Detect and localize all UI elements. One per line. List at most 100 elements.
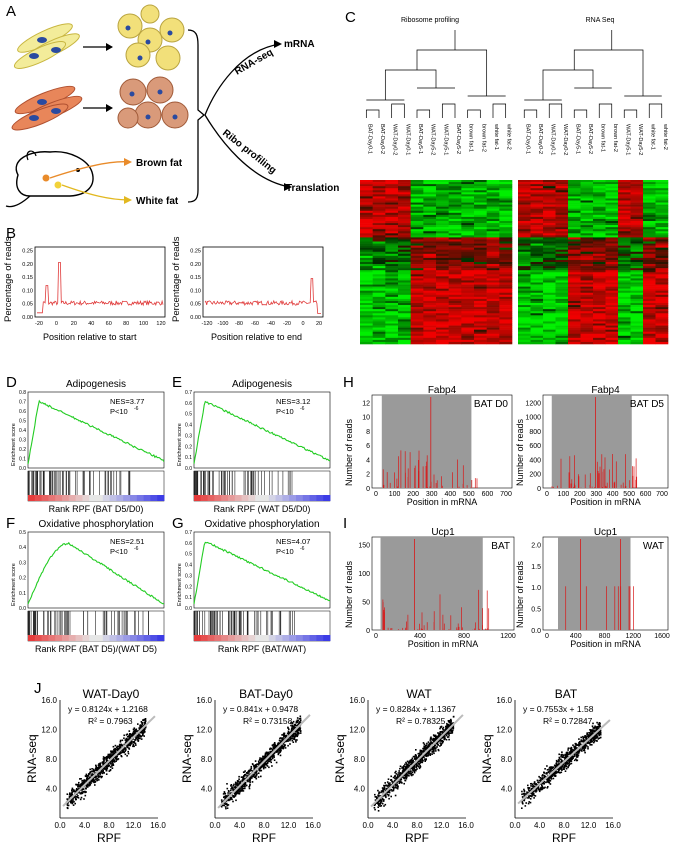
heatmap-cell [360,278,373,280]
heatmap-cell [618,283,631,285]
heatmap-cell [461,268,474,270]
heatmap-sample-label: BAT-Day0-1 [366,124,372,154]
heatmap-cell [499,326,512,328]
scatter-point [431,753,433,755]
scatter-xtick: 12.0 [281,821,297,830]
scatter-point [243,790,245,792]
heatmap-cell [360,280,373,282]
heatmap-cell [499,317,512,319]
heatmap-cell [499,213,512,215]
heatmap-cell [360,192,373,194]
scatter-point [144,722,146,724]
heatmap-cell [411,256,424,258]
heatmap-cell [606,342,619,344]
heatmap-cell [461,326,474,328]
heatmap-cell [656,235,669,237]
heatmap-cell [461,297,474,299]
heatmap-cell [436,250,449,252]
heatmap-cell [543,297,556,299]
heatmap-cell [360,250,373,252]
heatmap-cell [656,237,669,239]
heatmap-cell [487,250,500,252]
heatmap-cell [385,276,398,278]
heatmap-cell [556,289,569,291]
heatmap-cell [411,215,424,217]
heatmap-cell [531,289,544,291]
heatmap-cell [449,321,462,323]
heatmap-cell [461,188,474,190]
heatmap-cell [398,207,411,209]
heatmap-cell [411,328,424,330]
scatter-point [113,746,115,748]
heatmap-cell [449,250,462,252]
heatmap-cell [581,324,594,326]
scatter-point [294,738,296,740]
heatmap-cell [461,305,474,307]
heatmap-cell [487,223,500,225]
heatmap-cell [487,307,500,309]
scatter-point [121,745,123,747]
reads-ytick: 0 [366,628,370,635]
heatmap-cell [543,324,556,326]
heatmap-cell [568,299,581,301]
heatmap-cell [385,278,398,280]
heatmap-cell [436,192,449,194]
heatmap-cell [568,242,581,244]
heatmap-cell [373,225,386,227]
heatmap-cell [385,305,398,307]
heatmap-cell [518,209,531,211]
heatmap-cell [518,260,531,262]
heatmap-cell [436,319,449,321]
heatmap-cell [656,280,669,282]
heatmap-cell [581,231,594,233]
heatmap-cell [531,303,544,305]
heatmap-cell [643,305,656,307]
heatmap-cell [487,229,500,231]
heatmap-cell [398,321,411,323]
heatmap-cell [436,324,449,326]
panel-label-j: J [34,680,42,697]
heatmap-cell [606,276,619,278]
heatmap-cell [593,264,606,266]
heatmap-cell [461,209,474,211]
heatmap-cell [398,338,411,340]
heatmap-cell [643,190,656,192]
heatmap-cell [373,203,386,205]
heatmap-cell [373,336,386,338]
heatmap-cell [631,315,644,317]
heatmap-cell [487,180,500,182]
heatmap-cell [581,194,594,196]
heatmap-cell [518,305,531,307]
heatmap-cell [631,239,644,241]
heatmap-cell [556,258,569,260]
heatmap-cell [606,248,619,250]
scatter-point [281,738,283,740]
heatmap-cell [385,280,398,282]
heatmap-cell [461,309,474,311]
heatmap-cell [423,213,436,215]
reads-xtick: 100 [389,491,401,498]
heatmap-cell [385,301,398,303]
dendrogram-branch [549,104,562,118]
heatmap-cell [643,293,656,295]
heatmap-cell [398,244,411,246]
heatmap-cell [631,283,644,285]
heatmap-cell [593,201,606,203]
scatter-point [228,791,230,793]
heatmap-cell [543,287,556,289]
heatmap-cell [373,332,386,334]
heatmap-cell [385,270,398,272]
heatmap-cell [474,190,487,192]
heatmap-cell [618,289,631,291]
gsea-rank-gradient [150,635,157,641]
scatter-title: WAT-Day0 [83,687,140,701]
scatter-point [110,754,112,756]
heatmap-cell [373,227,386,229]
gsea-rank-gradient [276,635,283,641]
heatmap-cell [373,205,386,207]
heatmap-cell [631,217,644,219]
heatmap-cell [411,315,424,317]
heatmap-cell [518,248,531,250]
heatmap-cell [606,260,619,262]
